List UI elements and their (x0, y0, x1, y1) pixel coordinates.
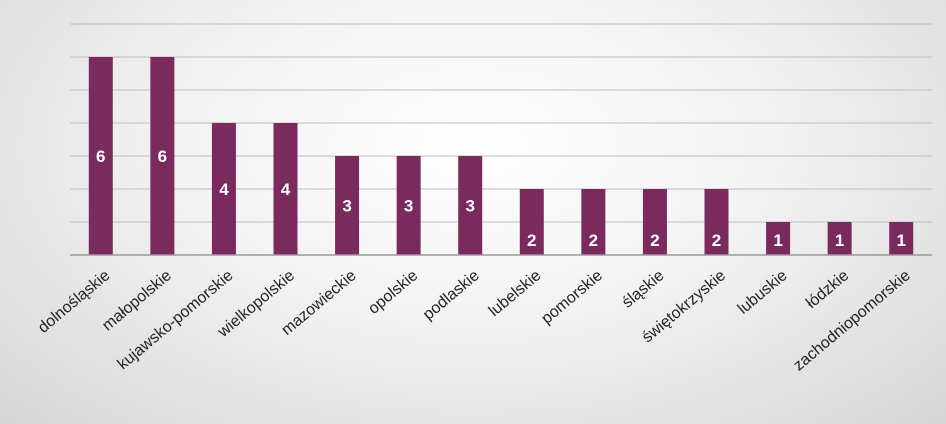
data-label: 2 (712, 231, 721, 250)
data-label: 1 (773, 231, 782, 250)
x-tick-label: lubelskie (486, 267, 545, 320)
data-labels: 6 6 4 4 3 3 3 2 2 2 2 1 1 1 (96, 147, 906, 250)
data-label: 3 (465, 197, 474, 216)
bar (581, 189, 606, 255)
data-label: 4 (281, 180, 291, 199)
data-label: 1 (896, 231, 905, 250)
bar (704, 189, 729, 255)
data-label: 2 (527, 231, 536, 250)
data-label: 1 (835, 231, 844, 250)
bar (273, 123, 298, 255)
x-tick-label: śląskie (619, 267, 667, 312)
bar (827, 222, 852, 255)
bar (889, 222, 914, 255)
data-label: 4 (219, 180, 229, 199)
data-label: 6 (158, 147, 167, 166)
bar (88, 57, 113, 255)
x-tick-label: opolskie (365, 267, 421, 318)
bars (88, 57, 914, 255)
bar (335, 156, 360, 255)
x-axis-tick-labels: dolnośląskiemałopolskiekujawsko-pomorski… (35, 267, 914, 374)
x-tick-label: zachodniopomorskie (790, 267, 913, 374)
data-label: 3 (404, 197, 413, 216)
x-tick-label: kujawsko-pomorskie (115, 267, 237, 373)
bar (766, 222, 791, 255)
x-tick-label: łódzkie (803, 267, 852, 312)
bar (519, 189, 544, 255)
bar (642, 189, 667, 255)
bar (458, 156, 483, 255)
bar (396, 156, 421, 255)
x-tick-label: podlaskie (420, 267, 483, 324)
gridlines (70, 23, 932, 223)
bar (211, 123, 236, 255)
x-tick-label: dolnośląskie (35, 267, 113, 337)
data-label: 6 (96, 147, 105, 166)
data-label: 2 (589, 231, 598, 250)
x-tick-label: pomorskie (538, 267, 606, 328)
data-label: 3 (342, 197, 351, 216)
x-tick-label: lubuskie (735, 267, 791, 318)
data-label: 2 (650, 231, 659, 250)
bar (150, 57, 175, 255)
